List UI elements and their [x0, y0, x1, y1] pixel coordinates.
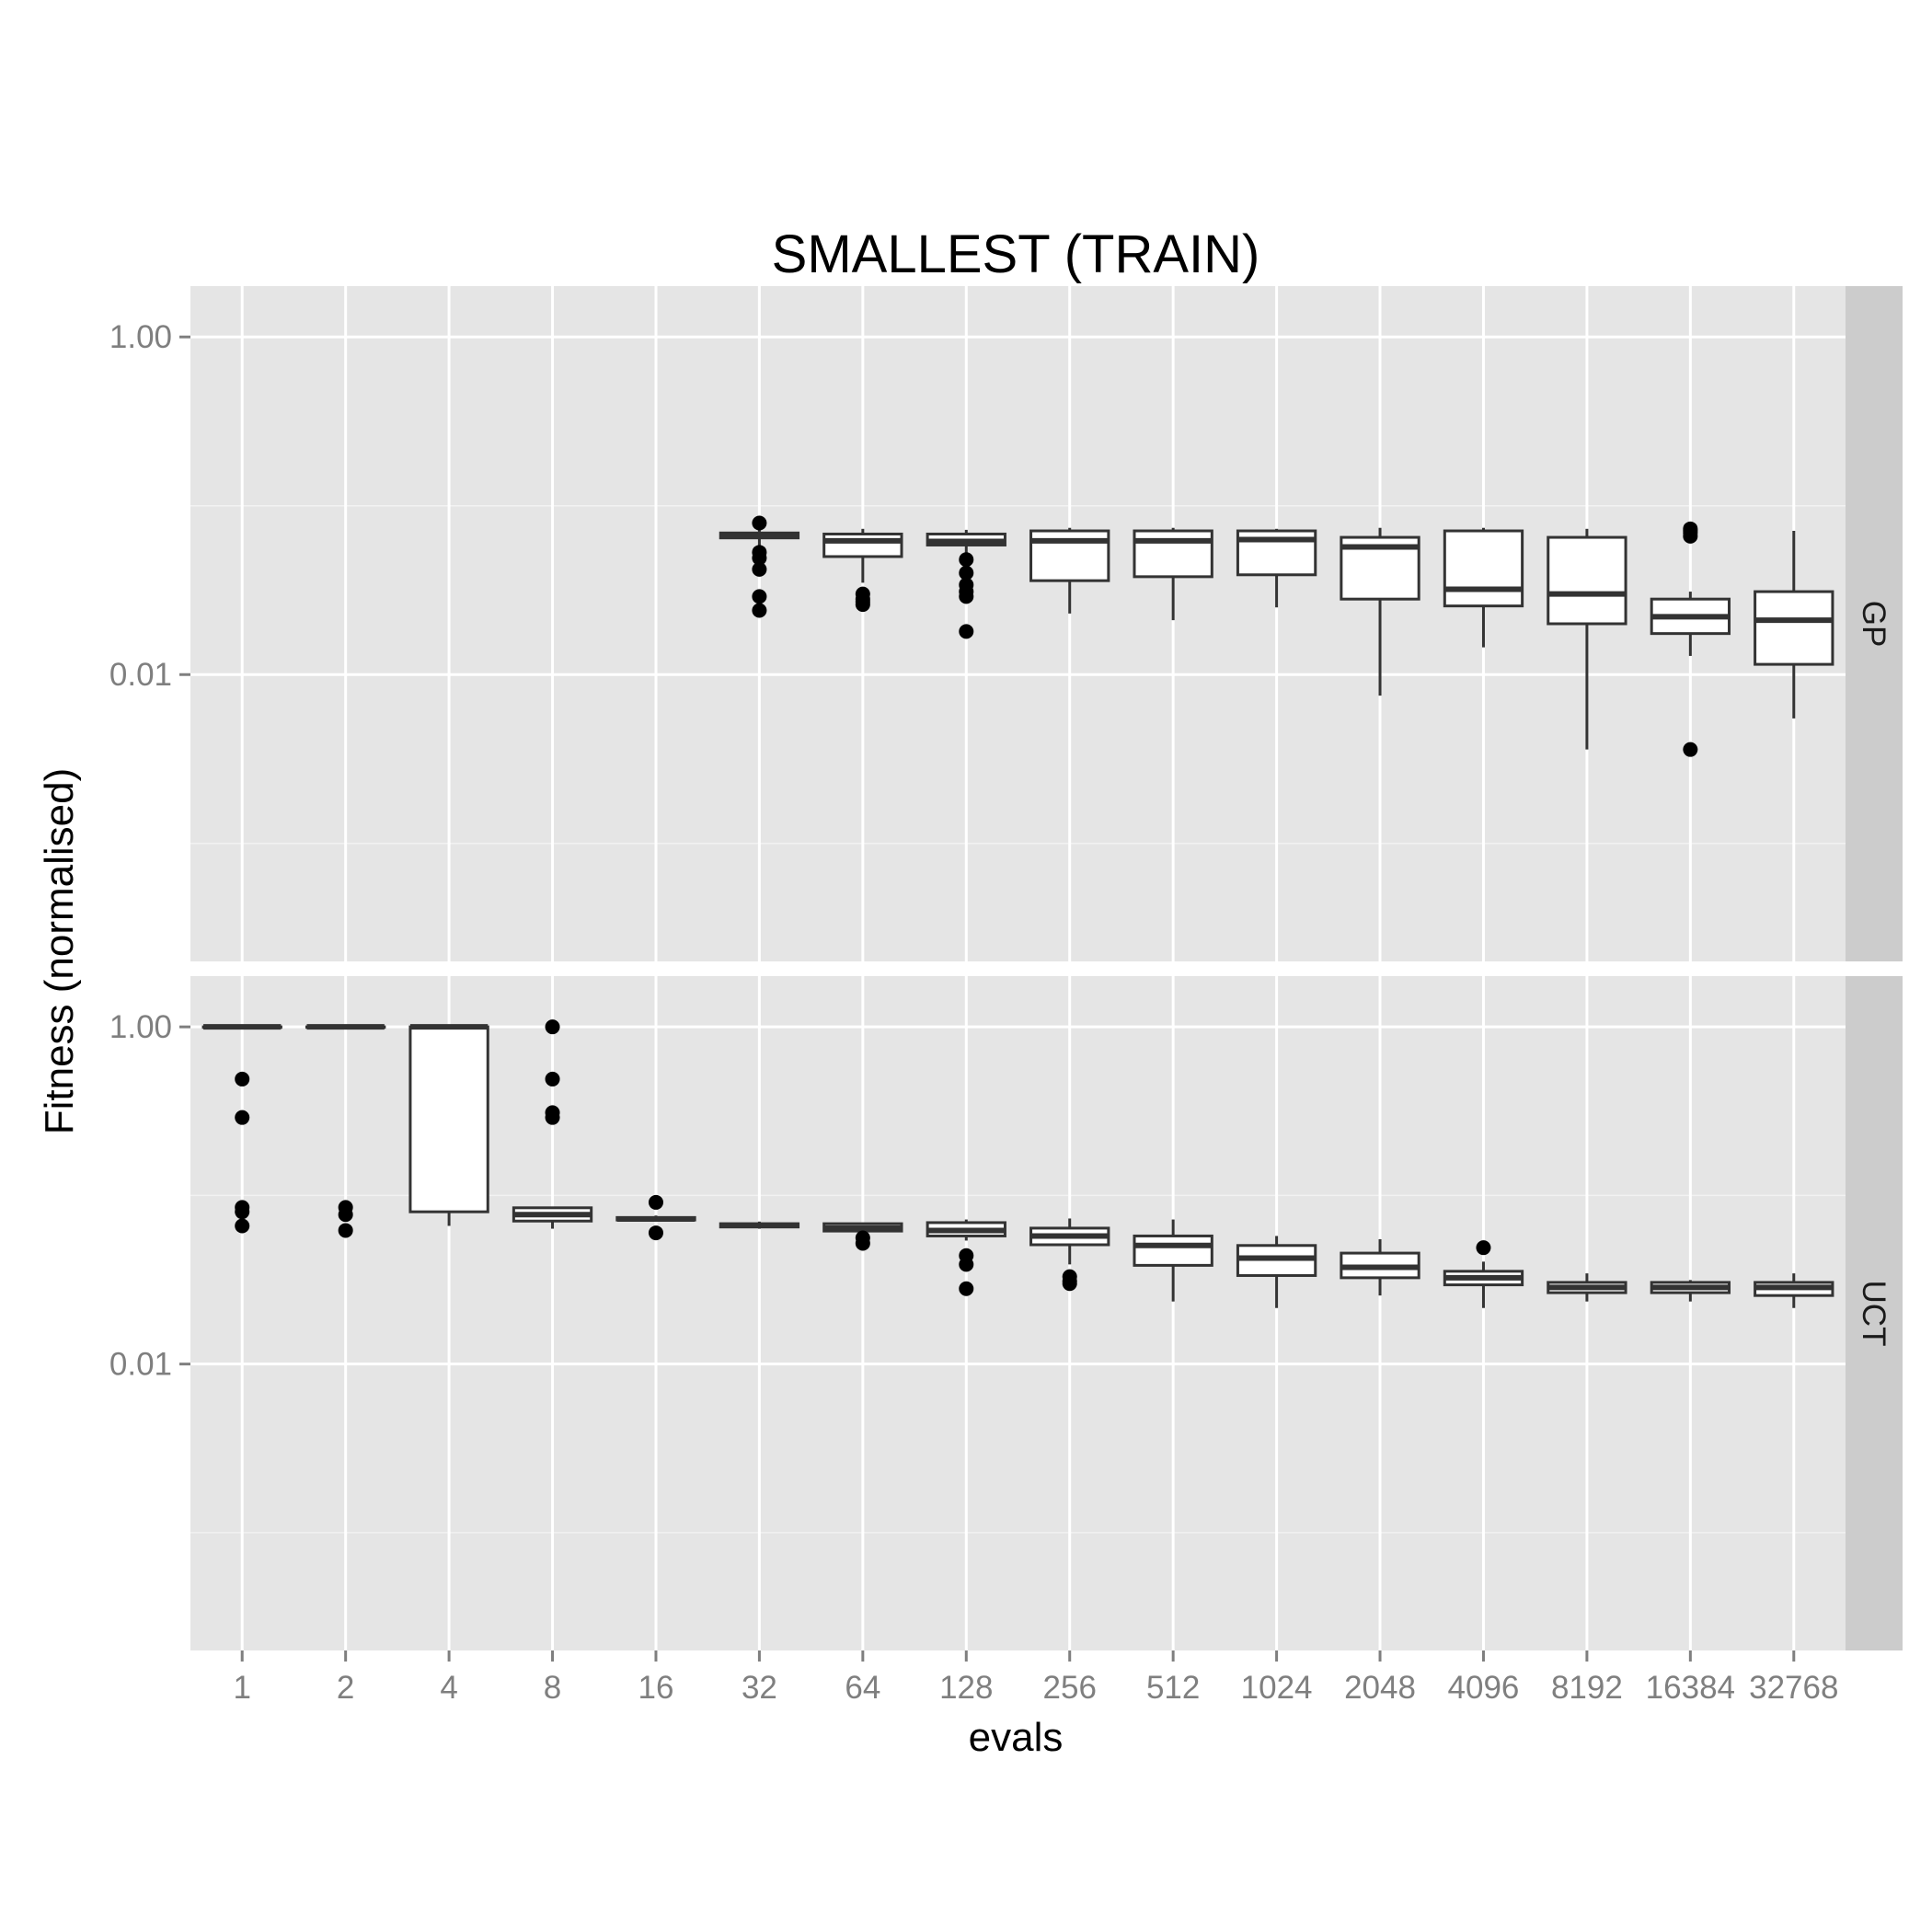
facet-strip-label: GP	[1856, 601, 1892, 648]
box-uct-8	[512, 1019, 593, 1229]
facet-strip	[1846, 286, 1903, 961]
outlier-point	[959, 1281, 974, 1296]
outlier-point	[752, 550, 767, 566]
x-tick-label: 16	[638, 1670, 674, 1706]
outlier-point	[959, 589, 974, 604]
x-tick-label: 2048	[1344, 1670, 1416, 1706]
outlier-point	[855, 1236, 870, 1251]
x-tick-label: 32768	[1749, 1670, 1838, 1706]
box-uct-2	[305, 1024, 386, 1238]
x-tick-label: 256	[1043, 1670, 1097, 1706]
outlier-point	[648, 1225, 663, 1241]
box-gp-256	[1029, 527, 1110, 614]
outlier-point	[1062, 1276, 1077, 1292]
x-tick-label: 8192	[1551, 1670, 1623, 1706]
facet-strip	[1846, 976, 1903, 1650]
box-body	[822, 532, 903, 558]
outlier-point	[1683, 521, 1698, 536]
box-uct-512	[1133, 1219, 1213, 1302]
box-gp-2048	[1340, 527, 1420, 696]
outlier-point	[752, 515, 767, 531]
outlier-point	[959, 624, 974, 639]
box-gp-16384	[1650, 521, 1731, 757]
box-uct-128	[926, 1219, 1006, 1296]
outlier-point	[545, 1071, 560, 1087]
box-uct-32	[719, 1221, 800, 1229]
box-uct-256	[1029, 1218, 1110, 1292]
box-uct-32768	[1754, 1273, 1834, 1308]
facet-panels: 1.00 0.01 GP 1.00 0.01 UCT	[109, 286, 1903, 1650]
outlier-point	[338, 1207, 353, 1223]
outlier-point	[235, 1218, 250, 1234]
box-gp-64	[822, 528, 903, 613]
facet-panel-gp: 1.00 0.01 GP	[109, 286, 1903, 961]
x-tick-label: 8	[544, 1670, 561, 1706]
outlier-point	[545, 1019, 560, 1035]
outlier-point	[1476, 1240, 1491, 1256]
y-tick-label: 0.01	[109, 1347, 172, 1383]
chart-title: SMALLEST (TRAIN)	[772, 224, 1260, 284]
facet-panel-uct: 1.00 0.01 UCT	[109, 976, 1903, 1650]
outlier-point	[545, 1110, 560, 1125]
box-body	[1754, 590, 1834, 666]
box-uct-2048	[1340, 1238, 1420, 1296]
box-gp-32	[719, 515, 800, 618]
y-axis-title: Fitness (normalised)	[37, 768, 82, 1135]
outlier-point	[752, 589, 767, 604]
outlier-point	[855, 597, 870, 613]
box-uct-64	[822, 1222, 903, 1251]
x-axis-ticks: 1 2 4 8 16 32 64 128 256 512 1024 2048 4096 8192 16384…	[233, 1650, 1838, 1706]
box-body	[1547, 535, 1627, 626]
box-uct-16384	[1650, 1280, 1731, 1302]
box-uct-1	[201, 1024, 282, 1234]
box-body	[1133, 529, 1213, 579]
x-axis-title: evals	[969, 1715, 1064, 1760]
y-tick-label: 1.00	[109, 1009, 172, 1045]
box-body	[1443, 529, 1524, 608]
facet-strip-label: UCT	[1856, 1281, 1892, 1347]
box-body	[408, 1025, 489, 1213]
outlier-point	[1683, 742, 1698, 757]
x-tick-label: 2	[337, 1670, 354, 1706]
outlier-point	[648, 1194, 663, 1210]
box-gp-1024	[1236, 528, 1317, 608]
y-tick-label: 1.00	[109, 319, 172, 355]
box-body	[1133, 1234, 1213, 1267]
x-tick-label: 128	[939, 1670, 993, 1706]
box-gp-512	[1133, 527, 1213, 621]
box-gp-32768	[1754, 531, 1834, 719]
box-uct-16	[615, 1194, 696, 1241]
x-tick-label: 4096	[1448, 1670, 1520, 1706]
outlier-point	[235, 1071, 250, 1087]
outlier-point	[959, 565, 974, 581]
outlier-point	[338, 1223, 353, 1238]
x-tick-label: 512	[1146, 1670, 1200, 1706]
box-gp-128	[926, 529, 1006, 639]
outlier-point	[752, 603, 767, 618]
box-uct-4	[408, 1024, 489, 1226]
x-tick-label: 16384	[1646, 1670, 1735, 1706]
outlier-point	[235, 1204, 250, 1220]
outlier-point	[959, 552, 974, 568]
box-gp-4096	[1443, 527, 1524, 648]
x-tick-label: 32	[742, 1670, 777, 1706]
outlier-point	[235, 1110, 250, 1125]
box-uct-8192	[1547, 1273, 1627, 1302]
x-tick-label: 64	[845, 1670, 880, 1706]
outlier-point	[959, 1257, 974, 1272]
box-uct-1024	[1236, 1236, 1317, 1308]
x-tick-label: 1	[233, 1670, 250, 1706]
box-gp-8192	[1547, 528, 1627, 750]
y-tick-label: 0.01	[109, 657, 172, 693]
x-tick-label: 1024	[1241, 1670, 1313, 1706]
x-tick-label: 4	[440, 1670, 457, 1706]
box-uct-4096	[1443, 1240, 1524, 1308]
outlier-point	[752, 561, 767, 577]
